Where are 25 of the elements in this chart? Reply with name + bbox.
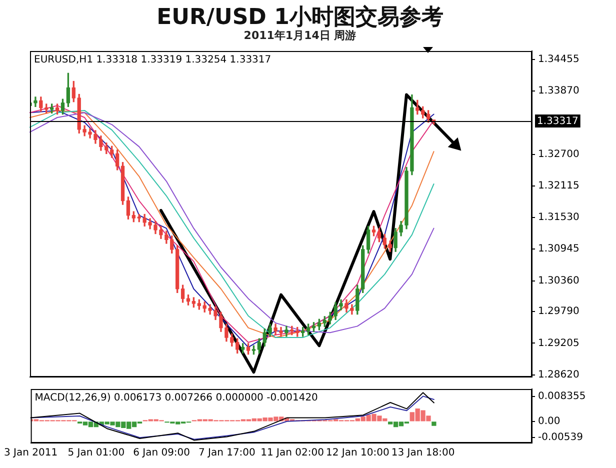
y-tick-label: 1.32700 bbox=[538, 148, 580, 160]
y-tick-label: 1.33870 bbox=[538, 86, 580, 97]
annotation: MACD(12,26,9) 0.006173 0.007266 0.000000 -0.001420 bbox=[34, 392, 318, 404]
x-tick-label: 5 Jan 01:00 bbox=[68, 448, 125, 459]
y-tick-label: 1.29205 bbox=[538, 338, 580, 349]
x-tick-label: 3 Jan 2011 bbox=[4, 448, 58, 459]
x-tick-label: 11 Jan 02:00 bbox=[260, 448, 324, 459]
y-tick-label: 1.32115 bbox=[538, 180, 580, 192]
y-tick-label: 1.30360 bbox=[538, 275, 580, 286]
x-tick-label: 6 Jan 09:00 bbox=[133, 448, 190, 459]
y-tick-label: 0.00 bbox=[538, 416, 560, 427]
chart-subtitle: 2011年1月14日 周游 bbox=[242, 28, 358, 43]
y-tick-label: 0.008355 bbox=[538, 390, 586, 402]
y-tick-label: 1.29790 bbox=[538, 306, 580, 318]
ref-line-label: 1.33317 bbox=[537, 116, 578, 128]
y-tick-label: -0.00539 bbox=[538, 432, 583, 444]
y-tick-label: 1.34455 bbox=[538, 54, 580, 65]
y-tick-label: 1.31530 bbox=[538, 212, 580, 224]
x-tick-label: 7 Jan 17:00 bbox=[198, 448, 256, 459]
y-tick-label: 1.30945 bbox=[538, 244, 580, 255]
x-tick-label: 12 Jan 10:00 bbox=[326, 448, 390, 459]
y-tick-label: 1.28620 bbox=[538, 369, 580, 380]
annotation: EURUSD,H1 1.33318 1.33319 1.33254 1.33317 bbox=[34, 54, 272, 66]
x-tick-label: 13 Jan 18:00 bbox=[391, 448, 455, 459]
chart-title: EUR/USD 1小时图交易参考 bbox=[156, 4, 444, 30]
